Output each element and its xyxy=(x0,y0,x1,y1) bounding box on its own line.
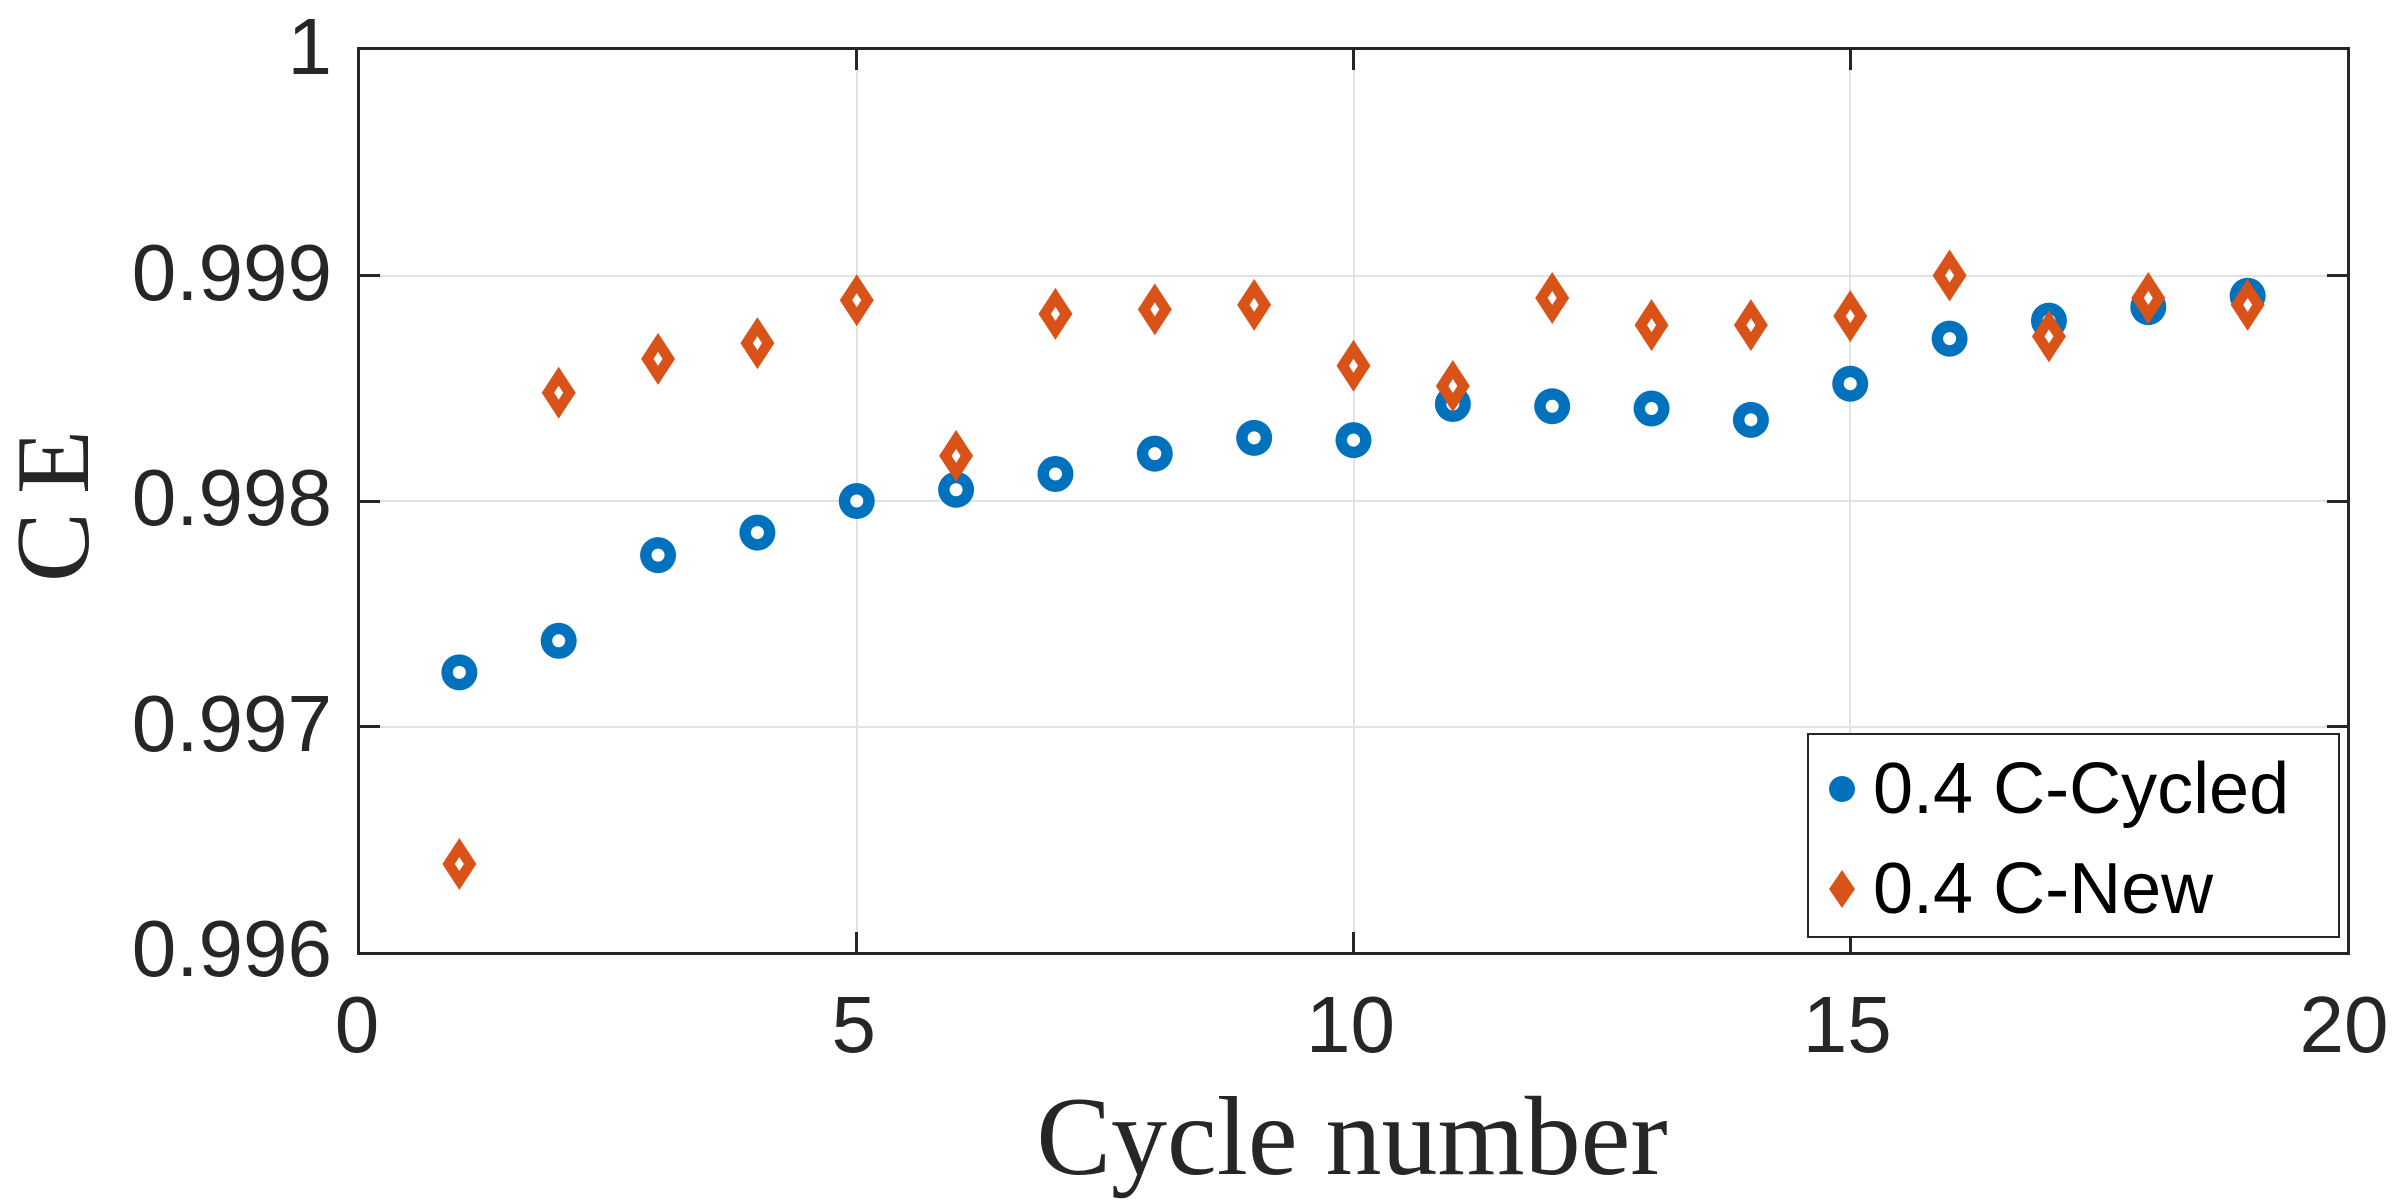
marker-diamond-new xyxy=(1435,359,1470,412)
data-markers xyxy=(441,249,2266,891)
marker-circle-cycled xyxy=(739,514,776,551)
marker-diamond-new xyxy=(2230,278,2265,331)
marker-diamond-new xyxy=(1833,290,1868,343)
marker-diamond-new xyxy=(641,332,676,385)
marker-diamond-new xyxy=(442,838,477,891)
marker-circle-cycled xyxy=(441,654,478,691)
marker-diamond-new xyxy=(1634,299,1669,352)
marker-diamond-new xyxy=(939,429,974,482)
marker-circle-cycled xyxy=(1335,422,1372,459)
y-tick-mark xyxy=(2327,274,2347,277)
y-tick-mark xyxy=(2327,725,2347,728)
marker-circle-cycled xyxy=(1037,455,1074,492)
marker-circle-cycled xyxy=(1931,320,1968,357)
x-tick-label: 10 xyxy=(1306,980,1395,1069)
marker-diamond-new xyxy=(1237,278,1272,331)
marker-circle-cycled xyxy=(1136,435,1173,472)
x-tick-label: 20 xyxy=(2299,980,2389,1069)
marker-diamond-new xyxy=(541,366,576,419)
marker-circle-cycled xyxy=(640,537,677,574)
y-tick-mark xyxy=(2327,499,2347,503)
marker-diamond-new xyxy=(2031,310,2066,363)
y-tick-mark xyxy=(360,499,380,503)
gridline-horizontal xyxy=(360,725,2347,728)
x-tick-mark xyxy=(1352,50,1355,70)
y-tick-label: 0.996 xyxy=(131,904,332,993)
marker-diamond-new xyxy=(2131,272,2166,325)
marker-diamond-new xyxy=(1137,283,1172,336)
marker-circle-cycled xyxy=(540,622,577,659)
legend-item-new[interactable]: 0.4 C-New xyxy=(1809,839,2338,939)
plot-area: 0.4 C-Cycled 0.4 C-New xyxy=(357,47,2350,955)
marker-diamond-new xyxy=(740,317,775,370)
legend[interactable]: 0.4 C-Cycled 0.4 C-New xyxy=(1807,733,2340,938)
x-tick-mark xyxy=(1848,932,1852,952)
y-tick-label: 0.999 xyxy=(131,227,332,317)
legend-label-new: 0.4 C-New xyxy=(1873,849,2214,929)
legend-circle-icon xyxy=(1829,776,1855,802)
x-tick-mark xyxy=(1848,50,1852,70)
marker-circle-cycled xyxy=(838,483,875,519)
x-tick-label: 0 xyxy=(334,980,380,1069)
marker-circle-cycled xyxy=(1832,365,1869,402)
y-tick-label: 1 xyxy=(287,2,333,91)
gridline-horizontal xyxy=(360,274,2347,277)
y-tick-mark xyxy=(360,274,380,277)
marker-diamond-new xyxy=(1733,299,1768,352)
marker-diamond-new xyxy=(1038,287,1073,340)
marker-circle-cycled xyxy=(1236,419,1273,456)
y-tick-label: 0.998 xyxy=(131,453,332,542)
marker-circle-cycled xyxy=(1534,388,1571,425)
marker-diamond-new xyxy=(1336,339,1371,392)
legend-diamond-icon xyxy=(1829,870,1855,908)
marker-diamond-new xyxy=(1535,272,1570,325)
x-tick-label: 5 xyxy=(831,980,877,1069)
legend-label-cycled: 0.4 C-Cycled xyxy=(1873,749,2290,829)
x-tick-mark xyxy=(855,932,859,952)
marker-circle-cycled xyxy=(1633,390,1670,427)
marker-diamond-new xyxy=(839,274,874,327)
x-tick-mark xyxy=(1352,932,1355,952)
gridline-horizontal xyxy=(360,500,2347,502)
x-tick-label: 15 xyxy=(1802,980,1892,1069)
marker-diamond-new xyxy=(1932,249,1967,302)
y-tick-label: 0.997 xyxy=(131,678,332,768)
y-tick-mark xyxy=(360,725,380,728)
marker-circle-cycled xyxy=(938,471,975,508)
marker-circle-cycled xyxy=(1732,401,1769,438)
legend-item-cycled[interactable]: 0.4 C-Cycled xyxy=(1809,739,2338,839)
x-axis-label: Cycle number xyxy=(1036,1075,1668,1199)
x-tick-mark xyxy=(855,50,859,70)
